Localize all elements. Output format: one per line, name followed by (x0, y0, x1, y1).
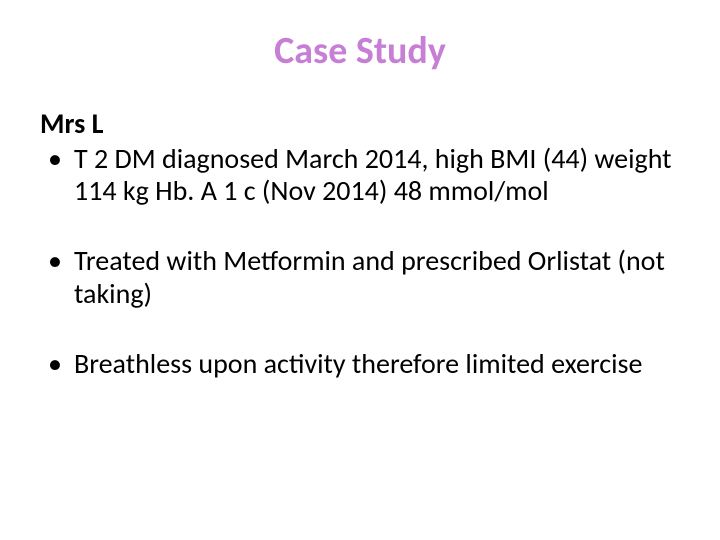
list-item: T 2 DM diagnosed March 2014, high BMI (4… (40, 143, 680, 207)
bullet-list: T 2 DM diagnosed March 2014, high BMI (4… (40, 143, 680, 380)
list-item: Breathless upon activity therefore limit… (40, 348, 680, 380)
page-title: Case Study (40, 28, 680, 74)
list-item: Treated with Metformin and prescribed Or… (40, 245, 680, 309)
subtitle: Mrs L (40, 106, 680, 141)
